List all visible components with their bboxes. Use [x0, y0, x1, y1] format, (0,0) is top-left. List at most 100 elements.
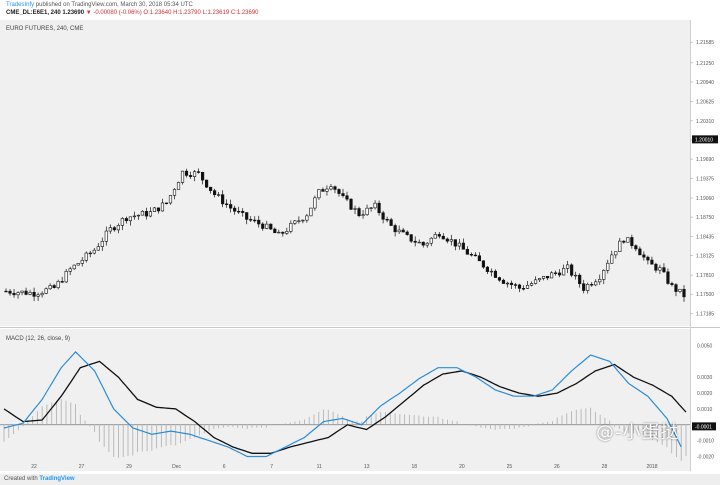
price-tick-label: 1.21585	[696, 40, 714, 46]
candle	[465, 246, 469, 255]
candle	[24, 287, 28, 296]
signal-line	[3, 360, 687, 454]
ohlc-text: O:1.23640 H:1.23790 L:1.23619 C:1.23690	[143, 10, 259, 16]
time-tick-label: 18	[412, 464, 418, 470]
candle	[377, 200, 381, 216]
candle	[505, 281, 510, 288]
candle	[453, 239, 457, 251]
time-axis: 22 27 29 Dec 6 7 11 13 18 20 25 26 28 2018	[31, 464, 658, 470]
candle	[217, 192, 221, 197]
candle	[582, 279, 586, 294]
time-tick-label: 27	[79, 464, 85, 470]
candle	[172, 188, 177, 200]
brand-link[interactable]: TradesInfy	[6, 2, 35, 8]
candle	[618, 237, 622, 252]
price-tick-label: 1.19375	[696, 177, 714, 183]
candle	[566, 260, 570, 273]
published-text: published on TradingView.com, March 30, …	[35, 2, 193, 8]
candle	[269, 223, 273, 231]
candle	[4, 288, 8, 293]
candle	[48, 283, 52, 290]
price-tick-label: 1.20625	[696, 99, 714, 105]
macd-tick-label: 0.0030	[697, 375, 713, 381]
candle	[281, 231, 285, 237]
watermark-text: @-小蛋挞	[596, 422, 680, 443]
price-panel-label: EURO FUTURES, 240, CME	[6, 26, 83, 32]
candle	[229, 199, 233, 213]
macd-tick-label: 0.0050	[697, 344, 713, 350]
candle	[317, 188, 321, 200]
footer-bar: Created with TradingView	[0, 474, 720, 485]
candle	[309, 207, 313, 217]
candle	[578, 273, 582, 288]
candle	[497, 276, 502, 282]
candle	[32, 287, 36, 302]
candle	[168, 194, 173, 205]
time-tick-label: 20	[459, 464, 465, 470]
candle	[550, 271, 554, 279]
time-tick-label: 2018	[646, 464, 657, 470]
candle	[313, 195, 317, 211]
candle	[96, 242, 100, 251]
candle	[417, 239, 421, 244]
candle	[513, 282, 518, 289]
candle	[261, 222, 265, 231]
candle	[650, 256, 654, 265]
candle	[341, 188, 345, 198]
candle	[180, 170, 185, 185]
candle	[92, 248, 96, 255]
candle	[674, 283, 678, 297]
time-tick-label: 11	[317, 464, 322, 470]
price-tick-label: 1.20310	[696, 119, 714, 125]
candle	[128, 216, 132, 226]
candle	[329, 184, 333, 191]
macd-panel-bg	[0, 329, 690, 471]
change-text: -0.00080 (-0.06%)	[93, 10, 142, 16]
candle	[662, 263, 666, 273]
candle	[546, 275, 550, 281]
candle	[489, 268, 494, 277]
current-price-tag	[692, 135, 718, 144]
candle	[529, 281, 534, 287]
candle	[389, 217, 393, 226]
candle	[289, 220, 293, 234]
price-tick-label: 1.19690	[696, 157, 714, 163]
candle	[481, 260, 485, 269]
candle	[136, 214, 140, 220]
macd-value-label: -0.0001	[695, 424, 712, 430]
candle	[614, 251, 618, 259]
tradingview-link[interactable]: TradingView	[39, 476, 75, 482]
candle	[120, 217, 124, 231]
time-tick-label: 13	[364, 464, 370, 470]
price-axis: 1.21585 1.21250 1.20940 1.20625 1.20310 1.200…	[690, 40, 718, 318]
candle	[449, 234, 453, 246]
macd-tick-label: -0.0010	[697, 439, 714, 445]
candle	[477, 252, 481, 262]
candle	[437, 232, 441, 239]
change-arrow-icon: ▼	[85, 10, 92, 16]
candle	[658, 264, 662, 275]
macd-line	[3, 351, 682, 458]
candle	[393, 223, 397, 237]
candle	[441, 233, 445, 240]
chart-header: TradesInfy published on TradingView.com,…	[0, 0, 720, 20]
candle	[606, 259, 610, 274]
candle	[60, 276, 64, 284]
candle	[586, 282, 590, 294]
chart-area[interactable]: EURO FUTURES, 240, CME MACD (12, 26, clo…	[0, 20, 720, 474]
candle	[257, 215, 261, 228]
candle	[112, 226, 116, 232]
candles-group	[4, 168, 686, 302]
candle	[413, 236, 417, 247]
candle	[68, 266, 72, 276]
candle	[630, 234, 634, 249]
candle	[345, 191, 349, 202]
candle	[80, 256, 84, 267]
candle	[445, 237, 449, 244]
candle	[409, 234, 413, 243]
candle	[44, 287, 48, 295]
candle	[265, 220, 269, 230]
candle	[433, 232, 437, 239]
candle	[148, 207, 153, 218]
candle	[666, 268, 670, 285]
